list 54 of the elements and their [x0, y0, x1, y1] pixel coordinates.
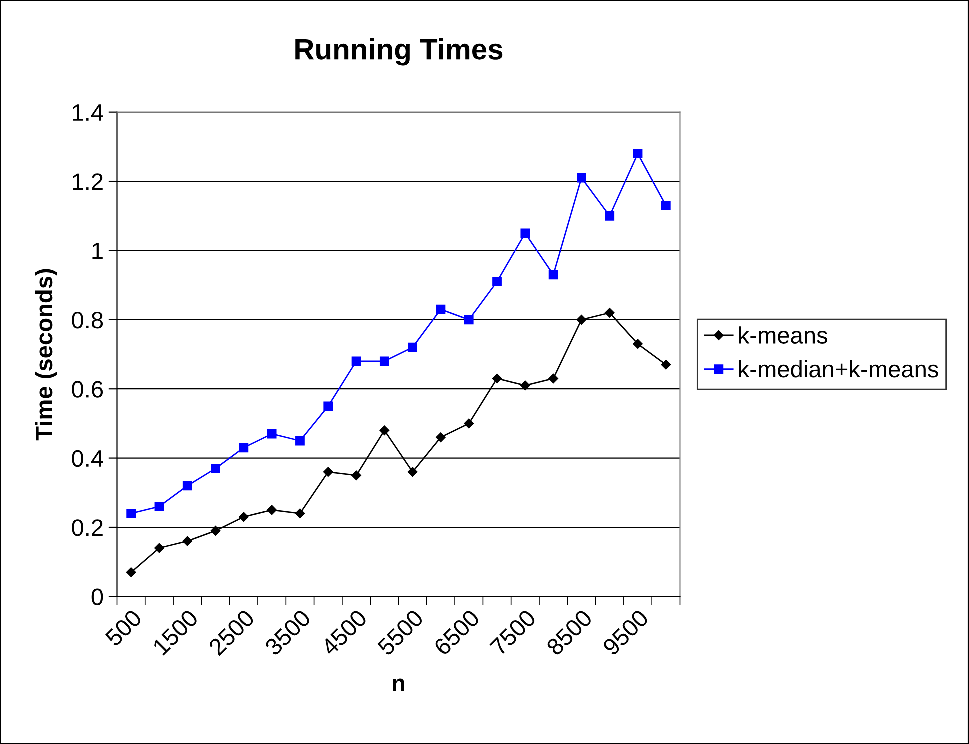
point	[324, 402, 334, 412]
point	[238, 512, 249, 522]
point	[380, 426, 390, 436]
point	[154, 543, 164, 554]
point	[182, 536, 193, 546]
chart-title: Running Times	[296, 38, 503, 66]
point	[267, 505, 278, 516]
point	[211, 464, 220, 474]
point	[633, 149, 643, 159]
point	[296, 436, 305, 446]
y-tick-label: 0.4	[72, 450, 104, 468]
point	[577, 173, 586, 183]
point	[380, 356, 390, 366]
x-axis-title: n	[393, 678, 404, 692]
y-tick-label: 0	[92, 588, 104, 606]
y-tick-label: 0.6	[72, 381, 104, 398]
y-tick-label: 1.2	[73, 174, 103, 190]
y-axis-title: Time (seconds)	[35, 269, 58, 441]
point	[436, 432, 446, 442]
point	[126, 508, 136, 518]
point	[464, 418, 474, 429]
point	[605, 211, 615, 221]
y-tick-label: 0.2	[72, 520, 103, 536]
y-tick-label: 1	[92, 243, 103, 260]
point	[492, 374, 502, 384]
point	[548, 374, 559, 384]
point	[352, 470, 362, 481]
point	[520, 228, 530, 238]
point	[352, 356, 362, 366]
x-tick-label: 500	[104, 608, 143, 648]
point	[520, 380, 530, 391]
point	[323, 467, 334, 478]
point	[661, 201, 671, 210]
point	[295, 508, 306, 519]
point	[182, 481, 192, 491]
point	[464, 315, 474, 325]
y-tick-label: 0.8	[72, 312, 104, 329]
point	[576, 314, 587, 325]
legend-label: k-median+k-means	[739, 360, 938, 378]
point	[604, 308, 615, 318]
legend-label: k-means	[739, 326, 828, 344]
point	[548, 270, 558, 280]
y-tick-label: 1.4	[73, 104, 104, 121]
point	[267, 429, 277, 439]
point	[436, 304, 446, 314]
point	[492, 277, 502, 287]
point	[661, 360, 672, 370]
point	[126, 568, 136, 578]
point	[408, 467, 418, 478]
point	[210, 526, 221, 536]
point	[408, 342, 418, 352]
point	[154, 502, 164, 512]
point	[239, 443, 249, 453]
point	[633, 339, 643, 350]
